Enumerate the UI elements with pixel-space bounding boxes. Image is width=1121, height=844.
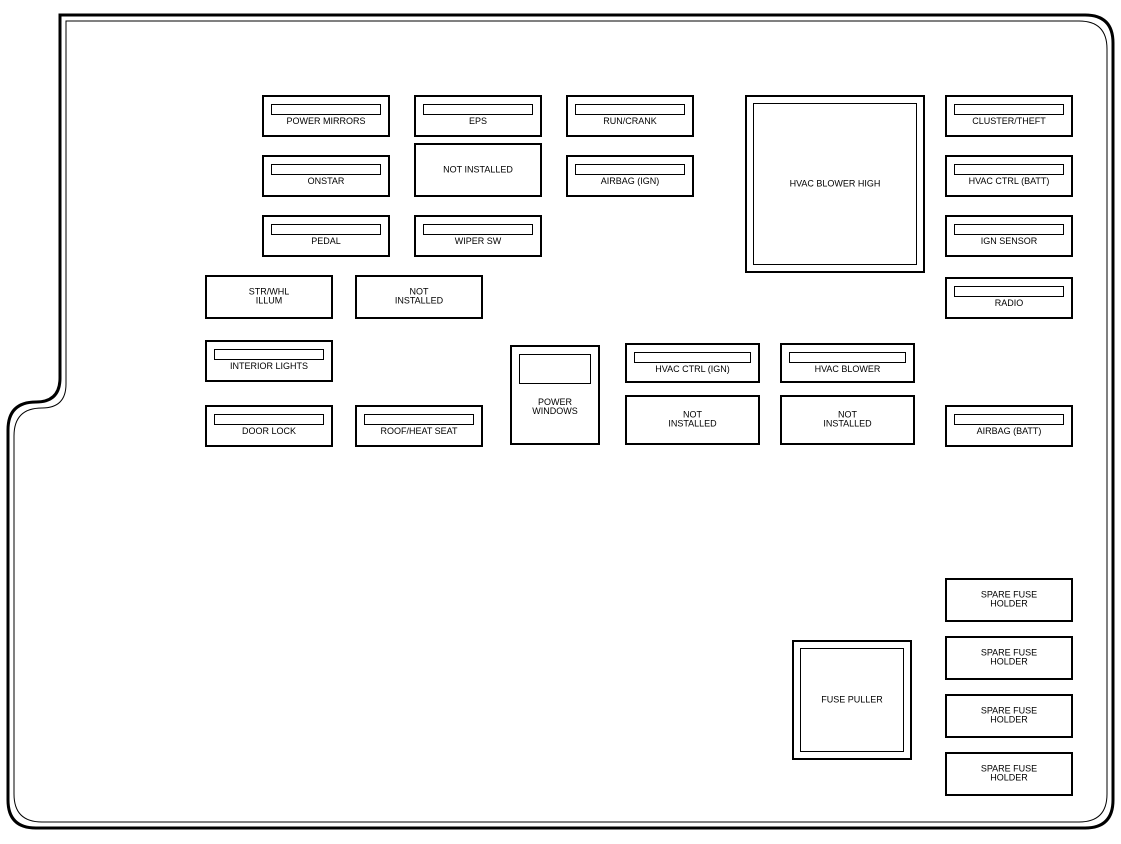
fuse-label: WIPER SW <box>416 237 540 246</box>
fuse-hvac-ctrl-batt: HVAC CTRL (BATT) <box>945 155 1073 197</box>
slot-bar <box>575 164 685 175</box>
slot-bar <box>423 104 533 115</box>
fuse-label: HVAC CTRL (IGN) <box>627 365 758 374</box>
slot-bar <box>519 354 591 384</box>
fuse-label: EPS <box>416 117 540 126</box>
fuse-label: IGN SENSOR <box>947 237 1071 246</box>
fuse-label: NOT INSTALLED <box>782 411 913 430</box>
fuse-label: HVAC BLOWER HIGH <box>747 179 923 188</box>
slot-bar <box>364 414 474 425</box>
fuse-ign-sensor: IGN SENSOR <box>945 215 1073 257</box>
fuse-airbag-ign: AIRBAG (IGN) <box>566 155 694 197</box>
fuse-hvac-blower-high: HVAC BLOWER HIGH <box>745 95 925 273</box>
fuse-label: SPARE FUSE HOLDER <box>947 649 1071 668</box>
fuse-onstar: ONSTAR <box>262 155 390 197</box>
fusebox-diagram: POWER MIRRORS EPS RUN/CRANK CLUSTER/THEFT ON… <box>0 0 1121 844</box>
fuse-label: HVAC CTRL (BATT) <box>947 177 1071 186</box>
fuse-eps: EPS <box>414 95 542 137</box>
fuse-power-windows: POWER WINDOWS <box>510 345 600 445</box>
fuse-label: RUN/CRANK <box>568 117 692 126</box>
slot-bar <box>575 104 685 115</box>
fuse-label: SPARE FUSE HOLDER <box>947 707 1071 726</box>
fuse-spare-1: SPARE FUSE HOLDER <box>945 578 1073 622</box>
fuse-power-mirrors: POWER MIRRORS <box>262 95 390 137</box>
fuse-label: ROOF/HEAT SEAT <box>357 427 481 436</box>
slot-bar <box>954 104 1064 115</box>
fuse-label: AIRBAG (BATT) <box>947 427 1071 436</box>
fuse-label: SPARE FUSE HOLDER <box>947 765 1071 784</box>
fuse-not-installed-1: NOT INSTALLED <box>414 143 542 197</box>
fuse-label: INTERIOR LIGHTS <box>207 362 331 371</box>
fuse-label: FUSE PULLER <box>794 695 910 704</box>
fuse-str-whl-illum: STR/WHL ILLUM <box>205 275 333 319</box>
fuse-spare-3: SPARE FUSE HOLDER <box>945 694 1073 738</box>
slot-bar <box>954 414 1064 425</box>
fuse-spare-4: SPARE FUSE HOLDER <box>945 752 1073 796</box>
fuse-not-installed-3: NOT INSTALLED <box>625 395 760 445</box>
fuse-roof-heat-seat: ROOF/HEAT SEAT <box>355 405 483 447</box>
fuse-label: HVAC BLOWER <box>782 365 913 374</box>
slot-bar <box>214 414 324 425</box>
fuse-fuse-puller: FUSE PULLER <box>792 640 912 760</box>
fuse-label: AIRBAG (IGN) <box>568 177 692 186</box>
fuse-label: DOOR LOCK <box>207 427 331 436</box>
slot-bar <box>214 349 324 360</box>
fuse-run-crank: RUN/CRANK <box>566 95 694 137</box>
fuse-pedal: PEDAL <box>262 215 390 257</box>
fuse-label: NOT INSTALLED <box>627 411 758 430</box>
fuse-label: POWER MIRRORS <box>264 117 388 126</box>
fuse-not-installed-4: NOT INSTALLED <box>780 395 915 445</box>
fuse-label: STR/WHL ILLUM <box>207 288 331 307</box>
slot-bar <box>954 224 1064 235</box>
fuse-spare-2: SPARE FUSE HOLDER <box>945 636 1073 680</box>
fuse-label: ONSTAR <box>264 177 388 186</box>
fuse-label: PEDAL <box>264 237 388 246</box>
fuse-interior-lights: INTERIOR LIGHTS <box>205 340 333 382</box>
fuse-label: NOT INSTALLED <box>416 165 540 174</box>
fuse-label: CLUSTER/THEFT <box>947 117 1071 126</box>
fuse-hvac-ctrl-ign: HVAC CTRL (IGN) <box>625 343 760 383</box>
slot-bar <box>634 352 751 363</box>
fuse-label: RADIO <box>947 299 1071 308</box>
fuse-label: POWER WINDOWS <box>512 398 598 417</box>
slot-bar <box>954 286 1064 297</box>
fuse-label: NOT INSTALLED <box>357 288 481 307</box>
fuse-airbag-batt: AIRBAG (BATT) <box>945 405 1073 447</box>
fuse-label: SPARE FUSE HOLDER <box>947 591 1071 610</box>
slot-bar <box>271 104 381 115</box>
fuse-cluster-theft: CLUSTER/THEFT <box>945 95 1073 137</box>
slot-bar <box>271 164 381 175</box>
slot-bar <box>271 224 381 235</box>
fuse-not-installed-2: NOT INSTALLED <box>355 275 483 319</box>
fuse-door-lock: DOOR LOCK <box>205 405 333 447</box>
slot-bar <box>789 352 906 363</box>
slot-bar <box>423 224 533 235</box>
fuse-radio: RADIO <box>945 277 1073 319</box>
fuse-hvac-blower: HVAC BLOWER <box>780 343 915 383</box>
slot-bar <box>954 164 1064 175</box>
fuse-wiper-sw: WIPER SW <box>414 215 542 257</box>
